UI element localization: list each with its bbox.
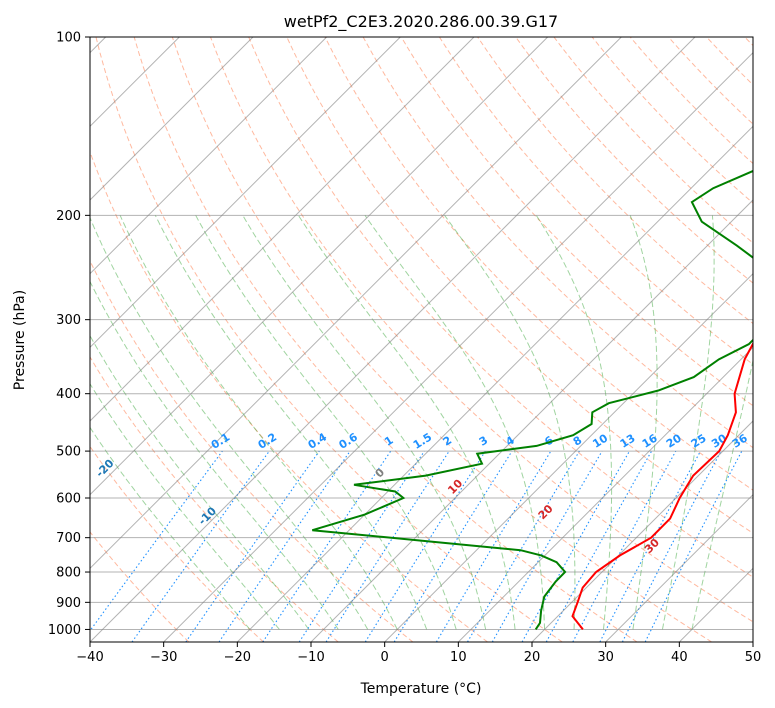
dry-adiabat-line xyxy=(210,37,753,623)
dry-adiabat-line xyxy=(553,37,753,244)
moist-adiabat-line xyxy=(629,215,658,630)
dry-adiabat-line xyxy=(591,37,753,204)
isotherm-line xyxy=(163,51,753,642)
x-axis-label: Temperature (°C) xyxy=(360,681,482,697)
chart-title: wetPf2_C2E3.2020.286.00.39.G17 xyxy=(284,12,558,32)
y-tick-label: 800 xyxy=(56,566,81,581)
dry-adiabat-line xyxy=(90,355,339,642)
x-tick-label: −20 xyxy=(224,650,251,665)
dry-adiabats xyxy=(90,37,753,642)
mixing-ratio-line xyxy=(572,450,677,642)
dewpoint-line xyxy=(312,169,753,630)
isotherm-line xyxy=(90,37,401,349)
isotherm-line xyxy=(90,37,254,201)
dry-adiabat-line xyxy=(95,37,563,642)
isotherms xyxy=(90,37,753,642)
isotherm-line xyxy=(310,199,753,642)
y-tick-label: 300 xyxy=(56,313,81,328)
moist-adiabat-line xyxy=(90,382,280,630)
isotherm-line xyxy=(236,125,753,642)
x-tick-label: 30 xyxy=(597,650,614,665)
mixing-ratio-line xyxy=(131,450,270,642)
x-tick-label: −40 xyxy=(76,650,103,665)
y-tick-label: 500 xyxy=(56,445,81,460)
mixing-ratio-lines xyxy=(90,450,743,642)
mixing-ratio-line xyxy=(521,450,630,642)
isotherm-line xyxy=(531,420,753,642)
dry-adiabat-line xyxy=(133,37,638,642)
dry-adiabat-line xyxy=(90,259,414,642)
dry-adiabat-line xyxy=(90,531,190,642)
isotherm-line xyxy=(90,37,696,642)
mixing-ratio-line xyxy=(467,450,580,642)
moist-adiabat-line xyxy=(90,426,251,630)
dry-adiabat-line xyxy=(90,150,488,642)
moist-adiabat-line xyxy=(90,334,310,630)
y-tick-label: 400 xyxy=(56,387,81,402)
sounding-lines xyxy=(312,169,753,631)
moist-adiabat-line xyxy=(364,215,546,630)
isotherm-line xyxy=(605,493,753,642)
x-tick-label: −30 xyxy=(150,650,177,665)
mixing-ratio-line xyxy=(491,450,603,642)
y-tick-label: 1000 xyxy=(48,623,81,638)
mixing-ratio-line xyxy=(90,450,223,632)
y-tick-label: 600 xyxy=(56,492,81,507)
isobars xyxy=(90,37,753,630)
moist-adiabat-line xyxy=(154,215,428,630)
isotherm-line xyxy=(384,272,753,642)
y-tick-label: 200 xyxy=(56,209,81,224)
moist-adiabat-line xyxy=(661,215,715,630)
moist-adiabat-line xyxy=(691,358,753,630)
isotherm-line xyxy=(90,37,622,570)
dry-adiabat-line xyxy=(400,37,753,407)
mixing-ratio-line xyxy=(218,450,351,642)
x-tick-label: −10 xyxy=(297,650,324,665)
isotherm-line xyxy=(90,37,549,496)
mixing-ratio-line xyxy=(393,450,513,642)
x-tick-label: 20 xyxy=(524,650,541,665)
dry-adiabat-line xyxy=(248,37,753,578)
x-tick-label: 10 xyxy=(450,650,467,665)
y-axis-ticks: 100 200 300 400 500 600 700 800 900 1000 xyxy=(48,31,90,638)
mixing-ratio-line xyxy=(364,450,486,642)
x-tick-label: 40 xyxy=(671,650,688,665)
mixing-ratio-line xyxy=(435,450,552,642)
dry-adiabat-line xyxy=(171,37,712,642)
isotherm-line xyxy=(90,37,328,275)
plot-frame xyxy=(89,36,754,643)
y-tick-label: 100 xyxy=(56,31,81,46)
y-tick-label: 900 xyxy=(56,596,81,611)
x-tick-label: 0 xyxy=(381,650,389,665)
y-axis-label: Pressure (hPa) xyxy=(12,290,28,390)
x-tick-label: 50 xyxy=(745,650,762,665)
temperature-line xyxy=(571,341,753,631)
mixing-ratio-line xyxy=(325,450,450,642)
mixing-ratio-line xyxy=(185,450,320,642)
dry-adiabat-line xyxy=(324,37,753,491)
dry-adiabat-line xyxy=(286,37,753,534)
dry-adiabat-line xyxy=(438,37,753,365)
isotherm-line xyxy=(457,346,753,642)
dry-adiabat-line xyxy=(477,37,753,325)
x-axis-ticks: −40 −30 −20 −10 0 10 20 30 40 50 xyxy=(76,642,761,665)
plot-area: 0.10.20.40.611.52346810131620253036-100-… xyxy=(90,37,753,642)
y-tick-label: 700 xyxy=(56,531,81,546)
isotherm-line xyxy=(90,37,475,422)
